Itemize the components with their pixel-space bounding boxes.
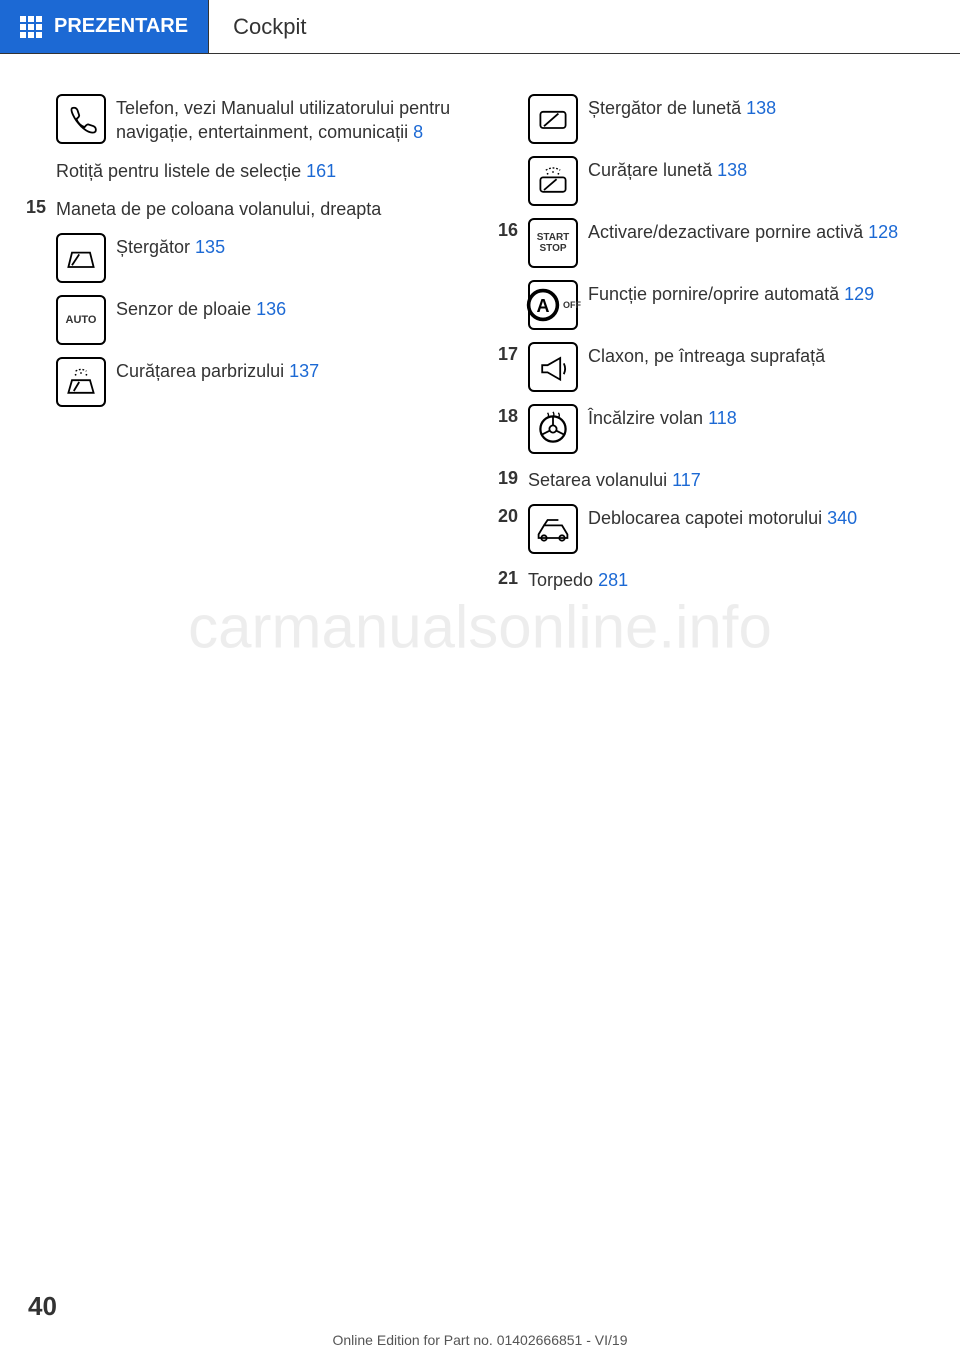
auto-icon: AUTO — [56, 295, 106, 345]
entry-label: Ștergător — [116, 237, 195, 257]
entry-text: Maneta de pe coloana volanului, dreapta — [56, 195, 468, 221]
entry-number: 21 — [492, 566, 518, 589]
page-title: Cockpit — [208, 0, 960, 53]
list-entry: 18 Încălzire volan 118 — [492, 404, 940, 454]
entry-label: Claxon, pe întreaga suprafață — [588, 346, 825, 366]
list-entry: 16 START STOP Activare/dezactivare pornire… — [492, 218, 940, 268]
entry-number: 16 — [492, 218, 518, 241]
page-reference[interactable]: 137 — [289, 361, 319, 381]
startstop-icon: START STOP — [528, 218, 578, 268]
entry-label: Setarea volanului — [528, 470, 672, 490]
page-reference[interactable]: 129 — [844, 284, 874, 304]
list-entry: 17 Claxon, pe întreaga suprafață — [492, 342, 940, 392]
entry-text: Încălzire volan 118 — [588, 404, 940, 430]
washer-icon — [56, 357, 106, 407]
list-entry: AUTO Senzor de ploaie 136 — [20, 295, 468, 345]
entry-label: Funcție pornire/oprire auto­mată — [588, 284, 844, 304]
page-reference[interactable]: 281 — [598, 570, 628, 590]
entry-text: Curățare lunetă 138 — [588, 156, 940, 182]
list-entry: Ștergător de lunetă 138 — [492, 94, 940, 144]
list-entry: Curățarea parbrizului 137 — [20, 357, 468, 407]
page-reference[interactable]: 118 — [708, 408, 737, 428]
entry-text: Ștergător de lunetă 138 — [588, 94, 940, 120]
content-area: Telefon, vezi Manualul utilizatorului pe… — [0, 54, 960, 605]
entry-label: Încălzire volan — [588, 408, 708, 428]
entry-text: Rotiță pentru listele de selecție 161 — [56, 157, 468, 183]
page-reference[interactable]: 138 — [717, 160, 747, 180]
list-entry: Curățare lunetă 138 — [492, 156, 940, 206]
grid-icon — [20, 16, 42, 38]
hood-icon — [528, 504, 578, 554]
list-entry: AOFF Funcție pornire/oprire auto­mată 129 — [492, 280, 940, 330]
page-reference[interactable]: 8 — [413, 122, 423, 142]
page-number: 40 — [28, 1291, 57, 1322]
entry-label: Curățarea parbrizului — [116, 361, 289, 381]
svg-text:A: A — [537, 296, 550, 316]
entry-label: Telefon, vezi Manualul utilizatorului pe… — [116, 98, 450, 142]
page-reference[interactable]: 128 — [868, 222, 898, 242]
entry-text: Funcție pornire/oprire auto­mată 129 — [588, 280, 940, 306]
page-reference[interactable]: 136 — [256, 299, 286, 319]
list-entry: 15 Maneta de pe coloana volanului, dreapt… — [20, 195, 468, 221]
entry-label: Curățare lunetă — [588, 160, 717, 180]
steering-heat-icon — [528, 404, 578, 454]
list-entry: 20 Deblocarea capotei motorului 340 — [492, 504, 940, 554]
entry-number: 18 — [492, 404, 518, 427]
section-tab: PREZENTARE — [0, 0, 208, 53]
entry-text: Claxon, pe întreaga suprafață — [588, 342, 940, 368]
right-column: Ștergător de lunetă 138Curățare lunetă 1… — [492, 94, 940, 605]
entry-text: Deblocarea capotei motorului 340 — [588, 504, 940, 530]
entry-number: 17 — [492, 342, 518, 365]
page-reference[interactable]: 138 — [746, 98, 776, 118]
entry-text: Senzor de ploaie 136 — [116, 295, 468, 321]
entry-label: Senzor de ploaie — [116, 299, 256, 319]
page-reference[interactable]: 117 — [672, 470, 701, 490]
entry-text: Telefon, vezi Manualul utilizatorului pe… — [116, 94, 468, 145]
list-entry: 21 Torpedo 281 — [492, 566, 940, 592]
entry-text: Ștergător 135 — [116, 233, 468, 259]
entry-text: Activare/dezactivare pornire ac­tivă 128 — [588, 218, 940, 244]
entry-label: Torpedo — [528, 570, 598, 590]
entry-text: Torpedo 281 — [528, 566, 940, 592]
left-column: Telefon, vezi Manualul utilizatorului pe… — [20, 94, 468, 605]
entry-label: Rotiță pentru listele de selecție — [56, 161, 306, 181]
list-entry: Rotiță pentru listele de selecție 161 — [20, 157, 468, 183]
entry-label: Activare/dezactivare pornire ac­tivă — [588, 222, 868, 242]
wiper-icon — [56, 233, 106, 283]
phone-icon — [56, 94, 106, 144]
entry-number: 19 — [492, 466, 518, 489]
footer-text: Online Edition for Part no. 01402666851 … — [0, 1332, 960, 1348]
entry-text: Setarea volanului 117 — [528, 466, 940, 492]
list-entry: 19 Setarea volanului 117 — [492, 466, 940, 492]
entry-label: Maneta de pe coloana volanului, dreapta — [56, 199, 381, 219]
entry-text: Curățarea parbrizului 137 — [116, 357, 468, 383]
page-reference[interactable]: 161 — [306, 161, 336, 181]
page-reference[interactable]: 135 — [195, 237, 225, 257]
page-header: PREZENTARE Cockpit — [0, 0, 960, 54]
entry-label: Deblocarea capotei motorului — [588, 508, 827, 528]
page-reference[interactable]: 340 — [827, 508, 857, 528]
entry-number: 15 — [20, 195, 46, 218]
rear-wiper-icon — [528, 94, 578, 144]
list-entry: Telefon, vezi Manualul utilizatorului pe… — [20, 94, 468, 145]
entry-number: 20 — [492, 504, 518, 527]
entry-label: Ștergător de lunetă — [588, 98, 746, 118]
tab-label: PREZENTARE — [54, 15, 188, 38]
list-entry: Ștergător 135 — [20, 233, 468, 283]
aoff-icon: AOFF — [528, 280, 578, 330]
rear-washer-icon — [528, 156, 578, 206]
horn-icon — [528, 342, 578, 392]
